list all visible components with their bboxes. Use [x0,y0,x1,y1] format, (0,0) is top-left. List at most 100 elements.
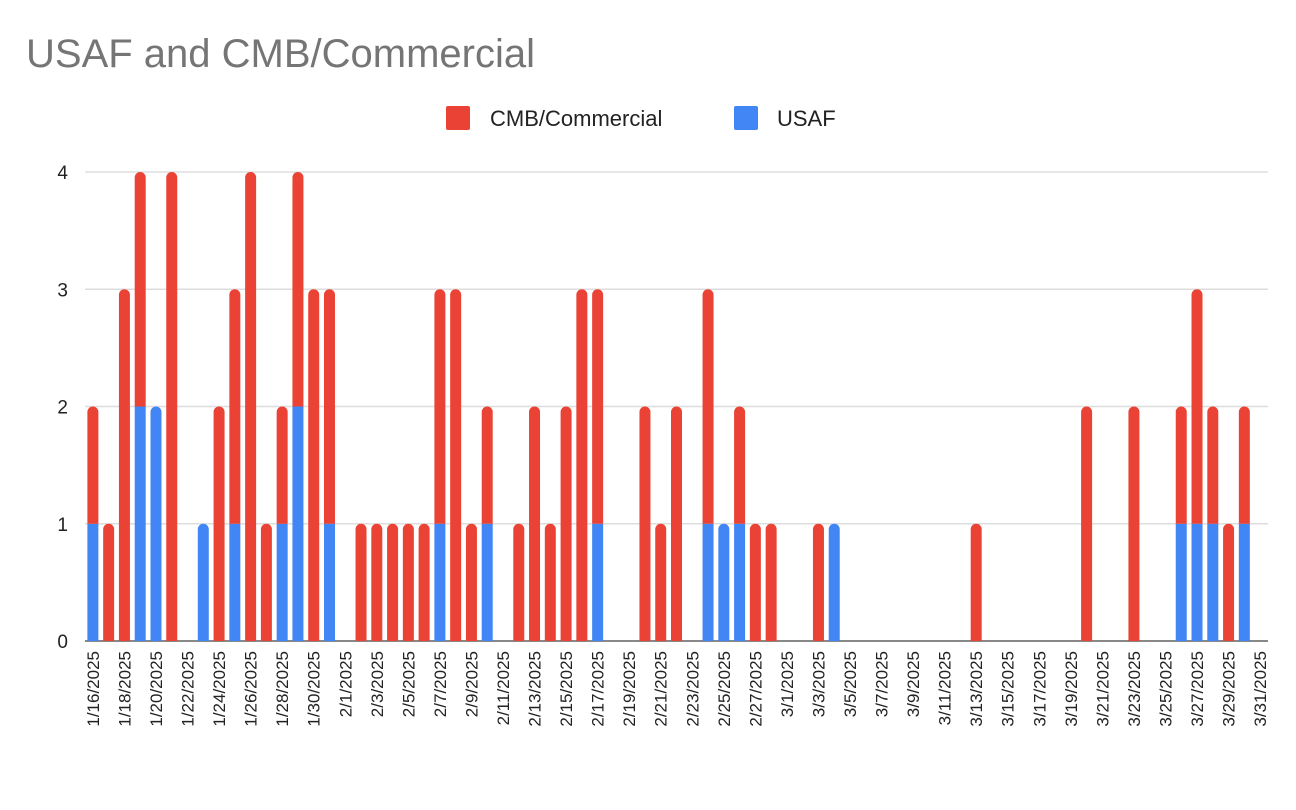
x-tick-label: 2/27/2025 [746,651,765,727]
bar-cmb-commercial-1-28-2025 [276,406,288,524]
bar-cmb-commercial-1-19-2025 [134,172,146,407]
bar-cmb-commercial-2-24-2025 [702,289,714,524]
x-tick-label: 1/16/2025 [84,651,103,727]
legend-swatch-usaf [734,106,758,130]
bar-cmb-commercial-1-29-2025 [292,172,304,407]
y-tick-label: 3 [57,280,68,301]
bar-cmb-commercial-3-26-2025 [1175,406,1187,524]
x-tick-label: 2/15/2025 [557,651,576,727]
bar-cmb-commercial-3-30-2025 [1238,406,1250,524]
bar-cmb-commercial-2-5-2025 [402,523,414,641]
bar-cmb-commercial-1-31-2025 [323,289,335,524]
bar-usaf-1-31-2025 [323,523,335,641]
bar-usaf-2-26-2025 [734,523,746,641]
bar-usaf-3-28-2025 [1207,523,1219,641]
bar-usaf-1-16-2025 [87,523,99,641]
x-tick-label: 2/13/2025 [526,651,545,727]
bar-cmb-commercial-2-14-2025 [544,523,556,641]
x-tick-label: 2/3/2025 [368,651,387,717]
x-tick-label: 3/13/2025 [967,651,986,727]
bar-cmb-commercial-2-20-2025 [639,406,651,641]
bar-cmb-commercial-2-26-2025 [734,406,746,524]
bar-usaf-1-28-2025 [276,523,288,641]
bar-cmb-commercial-1-30-2025 [308,289,320,641]
y-tick-label: 1 [57,515,68,536]
bar-cmb-commercial-1-18-2025 [118,289,130,641]
y-tick-label: 2 [57,398,68,419]
bar-usaf-2-24-2025 [702,523,714,641]
x-tick-label: 1/22/2025 [179,651,198,727]
bar-usaf-1-25-2025 [229,523,241,641]
x-tick-label: 3/7/2025 [873,651,892,717]
x-tick-label: 3/29/2025 [1220,651,1239,727]
bar-usaf-3-26-2025 [1175,523,1187,641]
bar-usaf-2-7-2025 [434,523,446,641]
x-tick-label: 3/27/2025 [1188,651,1207,727]
legend-label-cmb-commercial: CMB/Commercial [490,106,662,131]
x-tick-label: 3/11/2025 [936,651,955,725]
bar-cmb-commercial-1-25-2025 [229,289,241,524]
x-tick-label: 3/21/2025 [1093,651,1112,727]
bar-cmb-commercial-2-8-2025 [450,289,462,641]
x-tick-label: 3/9/2025 [904,651,923,717]
chart-title: USAF and CMB/Commercial [26,32,535,76]
bar-cmb-commercial-2-3-2025 [371,523,383,641]
bar-cmb-commercial-1-27-2025 [260,523,272,641]
legend-label-usaf: USAF [777,106,836,131]
x-tick-label: 2/11/2025 [494,651,513,725]
x-tick-label: 2/21/2025 [652,651,671,727]
bar-cmb-commercial-2-16-2025 [576,289,588,641]
bar-cmb-commercial-3-20-2025 [1081,406,1093,641]
bar-cmb-commercial-3-13-2025 [970,523,982,641]
x-tick-label: 3/19/2025 [1062,651,1081,727]
x-tick-label: 2/7/2025 [431,651,450,717]
bar-cmb-commercial-2-12-2025 [513,523,525,641]
bar-cmb-commercial-1-24-2025 [213,406,225,641]
bar-cmb-commercial-2-17-2025 [592,289,604,524]
bar-cmb-commercial-1-21-2025 [166,172,178,641]
bar-cmb-commercial-2-21-2025 [655,523,667,641]
x-tick-label: 3/1/2025 [778,651,797,717]
bar-cmb-commercial-2-4-2025 [387,523,399,641]
legend-swatch-cmb-commercial [446,106,470,130]
bar-cmb-commercial-3-3-2025 [812,523,824,641]
x-tick-label: 2/5/2025 [399,651,418,717]
bar-cmb-commercial-2-15-2025 [560,406,572,641]
bar-cmb-commercial-1-17-2025 [103,523,115,641]
bar-cmb-commercial-2-2-2025 [355,523,367,641]
bar-usaf-3-4-2025 [828,523,840,641]
bar-usaf-2-17-2025 [592,523,604,641]
x-tick-label: 2/17/2025 [589,651,608,727]
bar-cmb-commercial-2-10-2025 [481,406,493,524]
x-tick-label: 3/15/2025 [999,651,1018,727]
x-tick-label: 1/28/2025 [273,651,292,727]
x-tick-label: 3/5/2025 [841,651,860,717]
x-tick-label: 1/20/2025 [147,651,166,727]
bar-cmb-commercial-2-9-2025 [465,523,477,641]
bar-cmb-commercial-2-13-2025 [529,406,541,641]
x-tick-label: 1/26/2025 [242,651,261,727]
bar-cmb-commercial-2-7-2025 [434,289,446,524]
bar-usaf-1-20-2025 [150,406,162,641]
legend: CMB/Commercial USAF [446,106,836,131]
bar-cmb-commercial-3-29-2025 [1223,523,1235,641]
x-tick-label: 2/1/2025 [336,651,355,717]
bar-usaf-1-23-2025 [197,523,209,641]
bar-cmb-commercial-1-16-2025 [87,406,99,524]
x-tick-label: 2/9/2025 [462,651,481,717]
bar-cmb-commercial-2-22-2025 [671,406,682,641]
x-tick-label: 2/23/2025 [683,651,702,727]
bar-cmb-commercial-2-27-2025 [749,523,761,641]
bar-usaf-2-10-2025 [481,523,493,641]
bar-usaf-3-30-2025 [1238,523,1250,641]
x-tick-label: 2/25/2025 [715,651,734,727]
bar-usaf-3-27-2025 [1191,523,1203,641]
bar-usaf-1-19-2025 [134,406,146,641]
bar-cmb-commercial-2-28-2025 [765,523,777,641]
x-tick-label: 3/31/2025 [1251,651,1270,727]
bar-usaf-2-25-2025 [718,523,730,641]
bar-cmb-commercial-3-28-2025 [1207,406,1219,524]
x-tick-label: 3/25/2025 [1156,651,1175,727]
x-tick-label: 1/24/2025 [210,651,229,727]
